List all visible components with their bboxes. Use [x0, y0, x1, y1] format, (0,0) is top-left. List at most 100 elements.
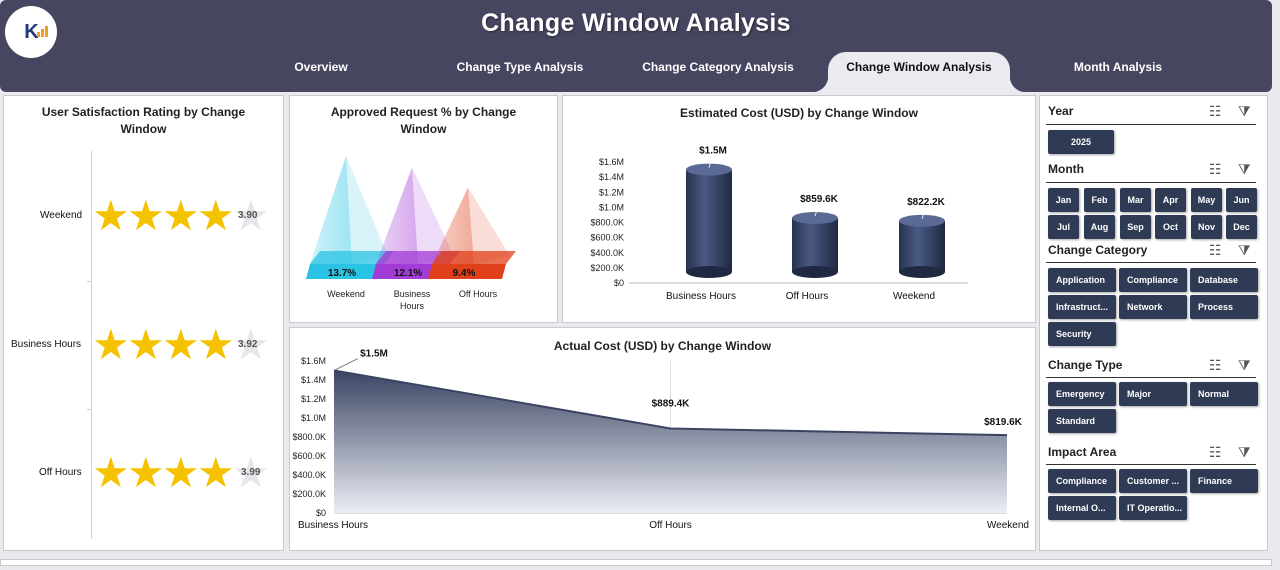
- slicer-item-security[interactable]: Security: [1048, 322, 1116, 346]
- tab-month-analysis[interactable]: Month Analysis: [1073, 60, 1163, 74]
- star-empty-icon: ★: [232, 449, 270, 496]
- y-tick-label: $800.0K: [292, 432, 326, 442]
- y-tick-label: $200.0K: [590, 263, 624, 273]
- logo-text: K: [24, 20, 38, 43]
- slicer-item-internal-ops[interactable]: Internal O...: [1048, 496, 1116, 520]
- slicer-item-compliance[interactable]: Compliance: [1119, 268, 1187, 292]
- clear-filter-icon[interactable]: ⧩: [1238, 103, 1251, 119]
- star-empty-icon: ★: [232, 192, 270, 239]
- multi-select-icon[interactable]: ☷: [1209, 161, 1222, 177]
- logo: K: [5, 6, 57, 58]
- tab-bar: Overview Change Type Analysis Change Cat…: [0, 52, 1272, 92]
- row-divider: [87, 281, 92, 282]
- estimated-chart: $0 $200.0K $400.0K $600.0K $800.0K $1.0M $1.2M…: [590, 146, 968, 302]
- satisfaction-title: User Satisfaction Rating by Change Windo…: [41, 105, 246, 136]
- multi-select-icon[interactable]: ☷: [1209, 444, 1222, 460]
- slicer-item-customer[interactable]: Customer ...: [1119, 469, 1187, 493]
- slicer-item-dec[interactable]: Dec: [1226, 215, 1257, 239]
- slicer-item-sep[interactable]: Sep: [1120, 215, 1151, 239]
- y-tick-label: $800.0K: [590, 218, 624, 228]
- y-tick-label: $1.0M: [599, 202, 624, 212]
- slicer-item-impact-compliance[interactable]: Compliance: [1048, 469, 1116, 493]
- slicer-item-jul[interactable]: Jul: [1048, 215, 1079, 239]
- rating-label-business-hours: Business Hours: [11, 339, 82, 350]
- y-tick-label: $1.0M: [301, 413, 326, 423]
- slicer-divider: [1046, 182, 1256, 183]
- slicer-item-finance[interactable]: Finance: [1190, 469, 1258, 493]
- slicer-item-may[interactable]: May: [1191, 188, 1222, 212]
- category-label: Weekend: [327, 289, 365, 299]
- axis-line: [91, 151, 92, 539]
- area-fill: [334, 370, 1007, 513]
- slicer-item-mar[interactable]: Mar: [1120, 188, 1151, 212]
- slicer-item-apr[interactable]: Apr: [1155, 188, 1186, 212]
- estimated-panel: Estimated Cost (USD) by Change Window $0…: [562, 95, 1036, 323]
- leader-line: [921, 206, 927, 219]
- slicer-item-2025[interactable]: 2025: [1048, 130, 1114, 154]
- slicer-item-standard[interactable]: Standard: [1048, 409, 1116, 433]
- y-tick-label: $1.2M: [599, 187, 624, 197]
- star-empty-icon: ★: [232, 321, 270, 368]
- category-label: Business Hours: [298, 520, 368, 531]
- y-tick-label: $1.4M: [599, 172, 624, 182]
- slicer-item-network[interactable]: Network: [1119, 295, 1187, 319]
- multi-select-icon[interactable]: ☷: [1209, 103, 1222, 119]
- leader-line: [333, 358, 359, 371]
- tab-change-type-analysis[interactable]: Change Type Analysis: [456, 60, 584, 74]
- slicer-item-it-operations[interactable]: IT Operatio...: [1119, 496, 1187, 520]
- bar-top: [686, 163, 732, 176]
- slicer-item-emergency[interactable]: Emergency: [1048, 382, 1116, 406]
- category-label: Off Hours: [786, 291, 829, 302]
- y-tick-label: $0: [614, 278, 624, 288]
- slicer-item-aug[interactable]: Aug: [1084, 215, 1115, 239]
- clear-filter-icon[interactable]: ⧩: [1238, 444, 1251, 460]
- clear-filter-icon[interactable]: ⧩: [1238, 242, 1251, 258]
- rating-value-business-hours: 3.92: [238, 339, 258, 350]
- tab-change-category-analysis[interactable]: Change Category Analysis: [642, 60, 794, 74]
- leader-line: [814, 203, 820, 217]
- star-icon: ★: [92, 192, 130, 239]
- clear-filter-icon[interactable]: ⧩: [1238, 357, 1251, 373]
- header-bar: K Change Window Analysis Overview Change…: [0, 0, 1272, 92]
- slicer-item-normal[interactable]: Normal: [1190, 382, 1258, 406]
- slicer-item-feb[interactable]: Feb: [1084, 188, 1115, 212]
- slicer-item-infrastructure[interactable]: Infrastruct...: [1048, 295, 1116, 319]
- slicer-item-oct[interactable]: Oct: [1155, 215, 1186, 239]
- approved-panel: Approved Request % by Change Window 13.7…: [289, 95, 558, 323]
- slicer-divider: [1046, 262, 1256, 263]
- multi-select-icon[interactable]: ☷: [1209, 242, 1222, 258]
- y-tick-label: $1.6M: [599, 157, 624, 167]
- slicer-title-impact-area: Impact Area: [1048, 445, 1117, 459]
- bar: [686, 169, 732, 272]
- page-title: Change Window Analysis: [481, 9, 791, 37]
- data-label: $1.5M: [360, 349, 388, 360]
- slicer-title-change-category: Change Category: [1048, 243, 1148, 257]
- tab-overview[interactable]: Overview: [294, 60, 348, 74]
- slicer-item-database[interactable]: Database: [1190, 268, 1258, 292]
- data-label: 13.7%: [328, 268, 356, 279]
- approved-chart: 13.7% 12.1% 9.4% Weekend Business Hours Off Ho…: [306, 156, 516, 311]
- slicer-item-jun[interactable]: Jun: [1226, 188, 1257, 212]
- category-label: Hours: [400, 301, 425, 311]
- star-icon: ★: [197, 449, 235, 496]
- clear-filter-icon[interactable]: ⧩: [1238, 161, 1251, 177]
- category-label: Business: [394, 289, 431, 299]
- multi-select-icon[interactable]: ☷: [1209, 357, 1222, 373]
- tab-change-window-analysis[interactable]: Change Window Analysis: [812, 52, 1026, 92]
- slicer-item-application[interactable]: Application: [1048, 268, 1116, 292]
- slicer-item-major[interactable]: Major: [1119, 382, 1187, 406]
- category-label: Off Hours: [649, 520, 692, 531]
- category-label: Weekend: [893, 291, 935, 302]
- bar-base: [686, 266, 732, 278]
- slicer-item-process[interactable]: Process: [1190, 295, 1258, 319]
- slicer-divider: [1046, 377, 1256, 378]
- actual-panel: Actual Cost (USD) by Change Window $0 $20…: [289, 327, 1036, 551]
- data-label: 12.1%: [394, 268, 422, 279]
- star-icon: ★: [197, 192, 235, 239]
- y-tick-label: $1.4M: [301, 375, 326, 385]
- slicer-item-nov[interactable]: Nov: [1191, 215, 1222, 239]
- star-icon: ★: [162, 321, 200, 368]
- slicer-item-jan[interactable]: Jan: [1048, 188, 1079, 212]
- y-tick-label: $200.0K: [292, 489, 326, 499]
- actual-chart: $0 $200.0K $400.0K $600.0K $800.0K $1.0M $1.2M…: [292, 349, 1029, 532]
